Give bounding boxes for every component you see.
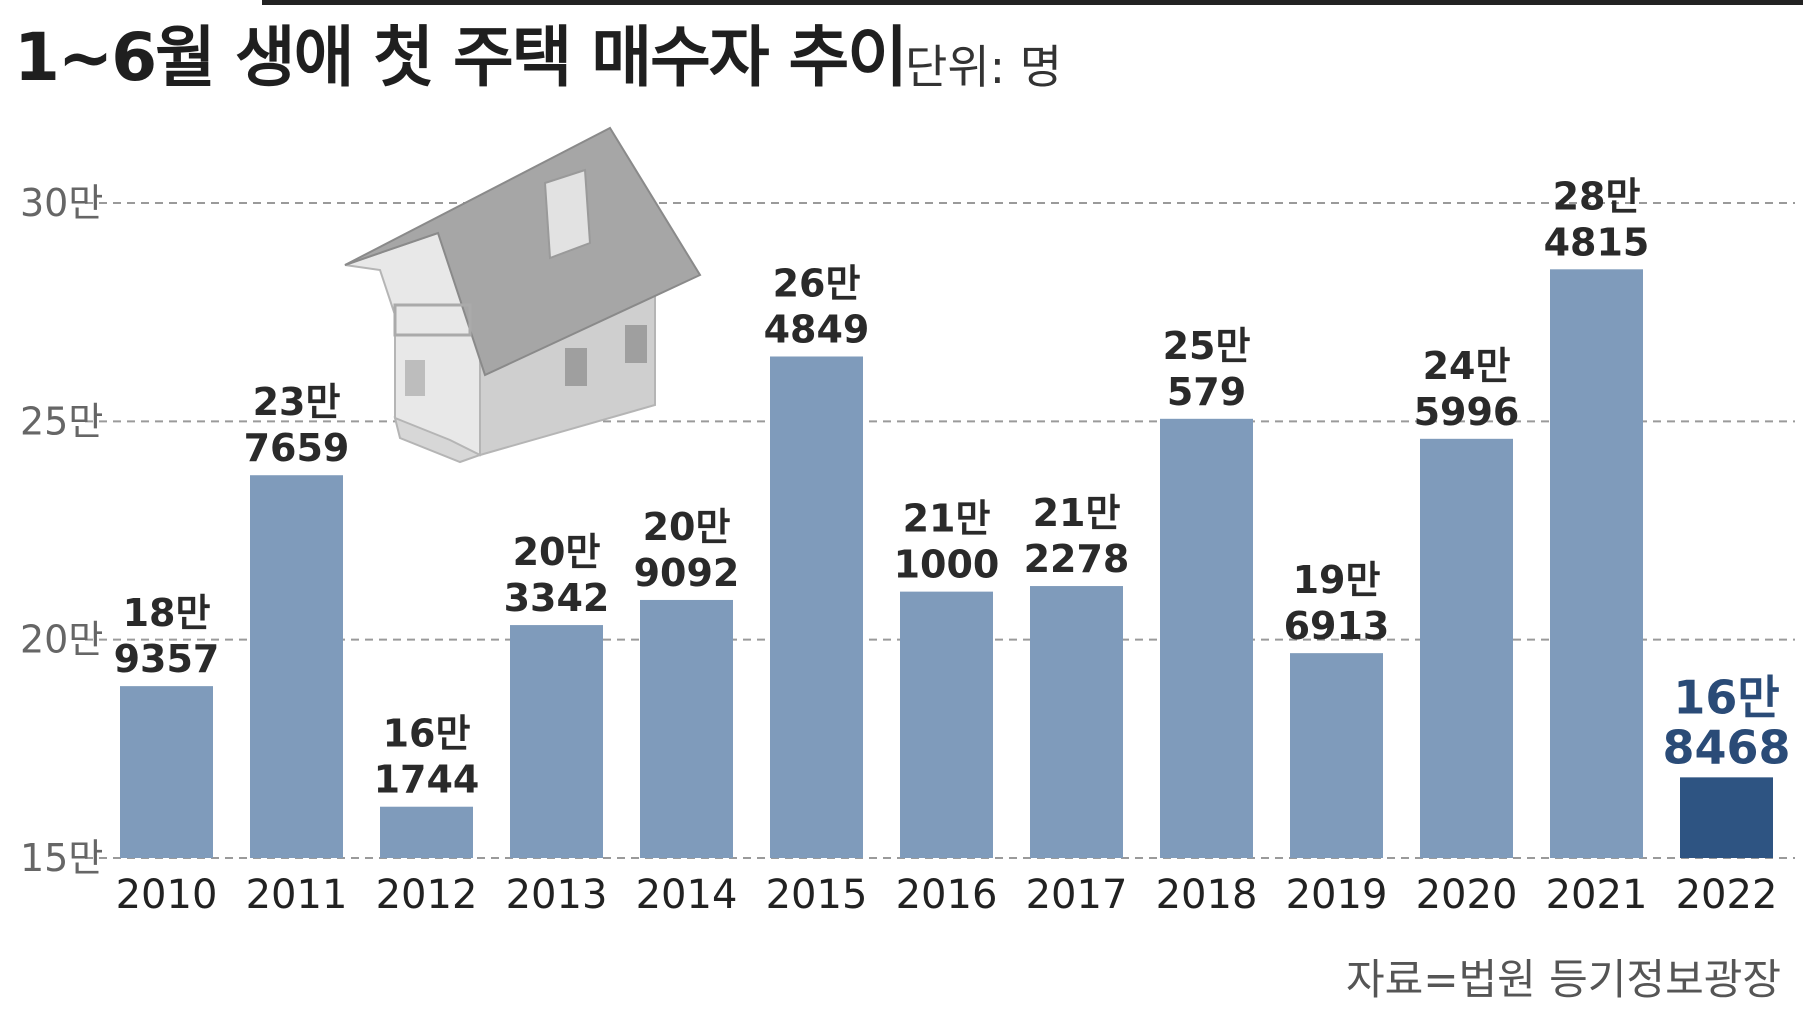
bar-2015 bbox=[770, 356, 863, 858]
bar-2017 bbox=[1030, 586, 1123, 858]
x-axis: 2010 2011 2012 2013 2014 2015 2016 2017 2018 2019… bbox=[116, 872, 1778, 918]
value-label-2020: 5996 bbox=[1414, 390, 1520, 434]
x-tick-label: 2015 bbox=[766, 872, 868, 918]
value-label-2012: 1744 bbox=[374, 758, 480, 802]
x-tick-label: 2019 bbox=[1286, 872, 1388, 918]
x-tick-label: 2016 bbox=[896, 872, 998, 918]
x-tick-label: 2017 bbox=[1026, 872, 1128, 918]
value-label-2018: 579 bbox=[1167, 370, 1246, 414]
value-label-2022: 16만 bbox=[1673, 670, 1779, 724]
value-label-2015: 4849 bbox=[764, 307, 870, 351]
value-label-2020: 24만 bbox=[1423, 344, 1511, 388]
bar-2016 bbox=[900, 591, 993, 858]
value-label-2011: 23만 bbox=[253, 380, 341, 424]
bar-2020 bbox=[1420, 438, 1513, 858]
bar-2013 bbox=[510, 625, 603, 858]
y-axis: 15만 20만 25만 30만 bbox=[20, 181, 103, 880]
value-label-2010: 9357 bbox=[114, 637, 220, 681]
value-label-2014: 9092 bbox=[634, 551, 740, 595]
value-label-2021: 28만 bbox=[1553, 174, 1641, 218]
x-tick-label: 2014 bbox=[636, 872, 738, 918]
house-illustration bbox=[344, 126, 702, 464]
x-tick-label: 2013 bbox=[506, 872, 608, 918]
y-tick-label: 30만 bbox=[20, 181, 103, 225]
value-label-2016: 21만 bbox=[903, 497, 991, 541]
x-tick-label: 2022 bbox=[1676, 872, 1778, 918]
house-window bbox=[565, 348, 587, 386]
value-label-2017: 2278 bbox=[1024, 537, 1130, 581]
x-tick-label: 2021 bbox=[1546, 872, 1648, 918]
x-tick-label: 2012 bbox=[376, 872, 478, 918]
y-tick-label: 15만 bbox=[20, 836, 103, 880]
x-tick-label: 2011 bbox=[246, 872, 348, 918]
bar-2021 bbox=[1550, 269, 1643, 858]
bar-2011 bbox=[250, 475, 343, 858]
value-label-2013: 20만 bbox=[513, 530, 601, 574]
top-rule bbox=[262, 0, 1803, 5]
bar-2010 bbox=[120, 686, 213, 858]
value-label-2022: 8468 bbox=[1662, 720, 1790, 774]
y-tick-label: 25만 bbox=[20, 399, 103, 443]
value-label-2010: 18만 bbox=[123, 591, 211, 635]
house-window bbox=[625, 325, 647, 363]
unit-label: 단위: 명 bbox=[905, 40, 1063, 94]
house-window bbox=[405, 360, 425, 396]
bar-2012 bbox=[380, 806, 473, 858]
bar-2022 bbox=[1680, 777, 1773, 858]
y-tick-label: 20만 bbox=[20, 618, 103, 662]
value-label-2017: 21만 bbox=[1033, 491, 1121, 535]
value-label-2019: 19만 bbox=[1293, 558, 1381, 602]
source-note: 자료=법원 등기정보광장 bbox=[1346, 955, 1781, 1004]
data-labels: 18만935723만765916만174420만334220만909226만48… bbox=[114, 174, 1791, 801]
value-label-2013: 3342 bbox=[504, 576, 610, 620]
house-balcony bbox=[393, 303, 472, 337]
value-label-2018: 25만 bbox=[1163, 324, 1251, 368]
value-label-2011: 7659 bbox=[244, 426, 350, 470]
value-label-2021: 4815 bbox=[1544, 220, 1650, 264]
x-tick-label: 2010 bbox=[116, 872, 218, 918]
value-label-2014: 20만 bbox=[643, 505, 731, 549]
bar-2019 bbox=[1290, 653, 1383, 858]
house-steps bbox=[393, 416, 483, 464]
value-label-2019: 6913 bbox=[1284, 604, 1390, 648]
value-label-2016: 1000 bbox=[894, 543, 1000, 587]
value-label-2012: 16만 bbox=[383, 712, 471, 756]
value-label-2015: 26만 bbox=[773, 261, 861, 305]
bar-2014 bbox=[640, 599, 733, 858]
house-roof bbox=[344, 126, 702, 377]
x-tick-label: 2020 bbox=[1416, 872, 1518, 918]
house-chimney bbox=[543, 168, 592, 260]
chart-title: 1~6월 생애 첫 주택 매수자 추이 bbox=[14, 19, 908, 96]
bar-2018 bbox=[1160, 418, 1253, 858]
bars bbox=[120, 269, 1773, 858]
x-tick-label: 2018 bbox=[1156, 872, 1258, 918]
